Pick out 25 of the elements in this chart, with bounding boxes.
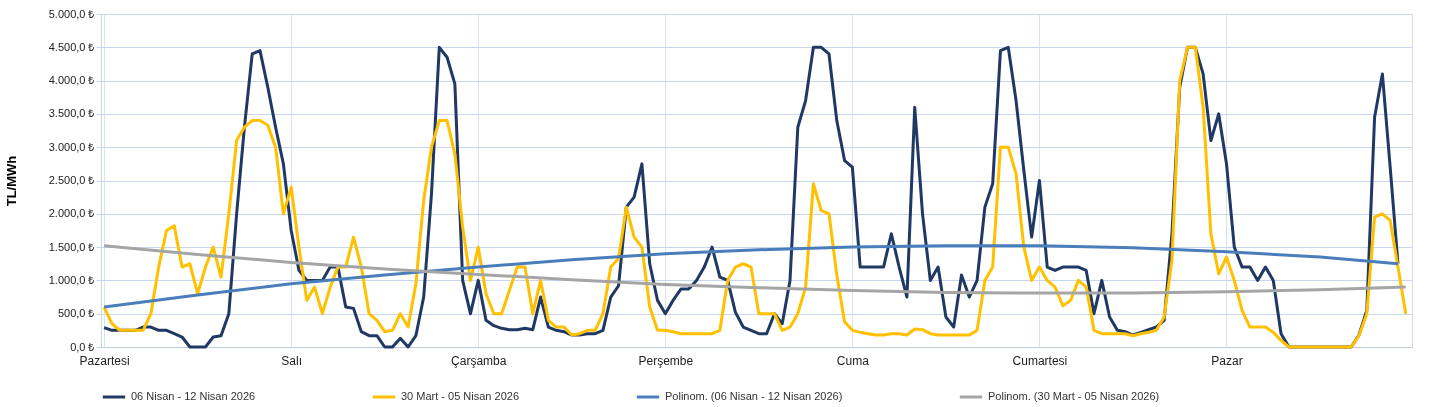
y-tick-label: 4.500,0 ₺: [48, 40, 95, 53]
legend-label: Polinom. (06 Nisan - 12 Nisan 2026): [665, 390, 843, 402]
y-tick-label: 0,0 ₺: [70, 340, 95, 353]
y-tick-label: 5.000,0 ₺: [48, 7, 95, 20]
y-tick-label: 1.000,0 ₺: [48, 273, 95, 286]
y-tick-label: 3.500,0 ₺: [48, 107, 95, 120]
x-tick-label: Cumartesi: [1012, 353, 1068, 368]
y-tick-label: 4.000,0 ₺: [48, 74, 95, 87]
line-series: [102, 244, 1408, 295]
y-tick-label: 3.000,0 ₺: [48, 140, 95, 153]
y-tick-label: 2.500,0 ₺: [48, 174, 95, 186]
x-tick-label: Pazartesi: [79, 353, 130, 368]
x-tick-label: Cuma: [836, 353, 870, 368]
y-tick-label: 1.500,0 ₺: [48, 240, 95, 253]
y-tick-label: 500,0 ₺: [57, 307, 95, 320]
line-series: [102, 244, 1400, 309]
x-tick-label: Çarşamba: [451, 353, 507, 368]
legend-label: Polinom. (30 Mart - 05 Nisan 2026): [988, 390, 1160, 402]
y-tick-label: 2.000,0 ₺: [48, 207, 95, 220]
legend-label: 30 Mart - 05 Nisan 2026: [401, 390, 520, 402]
x-tick-label: Perşembe: [638, 353, 694, 368]
y-axis-title: TL/MWh: [3, 155, 19, 207]
legend-label: 06 Nisan - 12 Nisan 2026: [131, 390, 256, 402]
x-tick-label: Pazar: [1211, 353, 1243, 368]
x-tick-label: Salı: [281, 353, 303, 368]
